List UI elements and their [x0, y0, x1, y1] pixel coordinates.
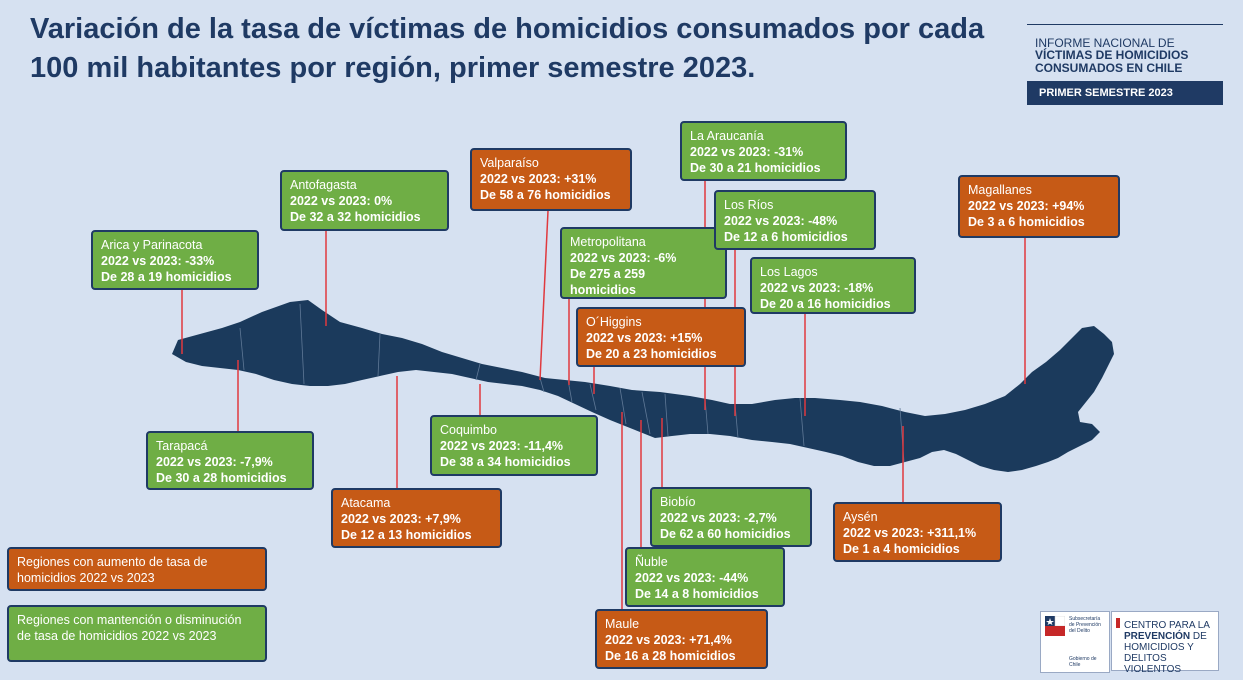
- gobierno-text: Gobierno de Chile: [1069, 656, 1097, 668]
- region-name: Los Ríos: [724, 198, 774, 212]
- report-line-3: CONSUMADOS EN CHILE: [1035, 61, 1183, 75]
- region-name: Antofagasta: [290, 178, 357, 192]
- chile-territory-shape: [172, 300, 1114, 472]
- region-name: Metropolitana: [570, 235, 646, 249]
- region-count: De 30 a 21 homicidios: [690, 161, 821, 175]
- region-name: Magallanes: [968, 183, 1032, 197]
- legend-decrease-label: Regiones con mantención o disminución de…: [17, 613, 242, 643]
- region-box-arica: Arica y Parinacota 2022 vs 2023: -33% De…: [91, 230, 259, 290]
- region-comparison: 2022 vs 2023: -6%: [570, 251, 677, 265]
- centro-line-2: PREVENCIÓN: [1124, 631, 1191, 642]
- centro-line-1: CENTRO PARA LA: [1124, 620, 1210, 631]
- region-box-atacama: Atacama 2022 vs 2023: +7,9% De 12 a 13 h…: [331, 488, 502, 548]
- region-count: De 20 a 16 homicidios: [760, 297, 891, 311]
- region-count: De 30 a 28 homicidios: [156, 471, 287, 485]
- subsecretaria-logo: Subsecretaría de Prevención del Delito G…: [1040, 611, 1110, 673]
- region-count: De 12 a 13 homicidios: [341, 528, 472, 542]
- legend-increase: Regiones con aumento de tasa de homicidi…: [7, 547, 267, 591]
- legend-increase-label: Regiones con aumento de tasa de homicidi…: [17, 555, 208, 585]
- region-name: Coquimbo: [440, 423, 497, 437]
- region-box-araucania: La Araucanía 2022 vs 2023: -31% De 30 a …: [680, 121, 847, 181]
- region-name: Arica y Parinacota: [101, 238, 203, 252]
- region-count: De 3 a 6 homicidios: [968, 215, 1085, 229]
- region-comparison: 2022 vs 2023: 0%: [290, 194, 393, 208]
- region-name: Tarapacá: [156, 439, 208, 453]
- region-name: Maule: [605, 617, 640, 631]
- region-box-antofagasta: Antofagasta 2022 vs 2023: 0% De 32 a 32 …: [280, 170, 449, 231]
- legend-decrease: Regiones con mantención o disminución de…: [7, 605, 267, 662]
- region-box-aysen: Aysén 2022 vs 2023: +311,1% De 1 a 4 hom…: [833, 502, 1002, 562]
- region-box-metropolitana: Metropolitana 2022 vs 2023: -6% De 275 a…: [560, 227, 727, 299]
- region-comparison: 2022 vs 2023: +7,9%: [341, 512, 461, 526]
- region-comparison: 2022 vs 2023: -11,4%: [440, 439, 564, 453]
- report-line-2: VÍCTIMAS DE HOMICIDIOS: [1035, 48, 1189, 62]
- region-box-nuble: Ñuble 2022 vs 2023: -44% De 14 a 8 homic…: [625, 547, 785, 607]
- region-comparison: 2022 vs 2023: -48%: [724, 214, 838, 228]
- region-count: De 32 a 32 homicidios: [290, 210, 421, 224]
- report-period-band: PRIMER SEMESTRE 2023: [1027, 81, 1223, 105]
- region-comparison: 2022 vs 2023: +94%: [968, 199, 1085, 213]
- region-box-valparaiso: Valparaíso 2022 vs 2023: +31% De 58 a 76…: [470, 148, 632, 211]
- region-count: De 1 a 4 homicidios: [843, 542, 960, 556]
- region-name: La Araucanía: [690, 129, 764, 143]
- region-count: De 58 a 76 homicidios: [480, 188, 611, 202]
- region-comparison: 2022 vs 2023: +31%: [480, 172, 597, 186]
- region-box-maule: Maule 2022 vs 2023: +71,4% De 16 a 28 ho…: [595, 609, 768, 669]
- region-count: De 14 a 8 homicidios: [635, 587, 759, 601]
- region-comparison: 2022 vs 2023: -7,9%: [156, 455, 273, 469]
- region-count: De 28 a 19 homicidios: [101, 270, 232, 284]
- page-title: Variación de la tasa de víctimas de homi…: [30, 13, 985, 84]
- region-name: O´Higgins: [586, 315, 642, 329]
- region-count: De 275 a 259 homicidios: [570, 267, 646, 297]
- region-comparison: 2022 vs 2023: -18%: [760, 281, 874, 295]
- region-box-coquimbo: Coquimbo 2022 vs 2023: -11,4% De 38 a 34…: [430, 415, 598, 476]
- region-name: Aysén: [843, 510, 878, 524]
- region-comparison: 2022 vs 2023: +15%: [586, 331, 703, 345]
- region-box-ohiggins: O´Higgins 2022 vs 2023: +15% De 20 a 23 …: [576, 307, 746, 367]
- region-name: Atacama: [341, 496, 391, 510]
- region-comparison: 2022 vs 2023: -2,7%: [660, 511, 777, 525]
- centro-line-3: HOMICIDIOS Y: [1124, 642, 1194, 653]
- region-box-loslagos: Los Lagos 2022 vs 2023: -18% De 20 a 16 …: [750, 257, 916, 314]
- report-badge: INFORME NACIONAL DE VÍCTIMAS DE HOMICIDI…: [1027, 24, 1223, 105]
- centro-line-2b: DE: [1190, 631, 1207, 642]
- report-line-1: INFORME NACIONAL DE: [1035, 36, 1175, 50]
- region-count: De 38 a 34 homicidios: [440, 455, 571, 469]
- chile-crest-icon: [1045, 616, 1065, 636]
- centro-prevencion-logo: CENTRO PARA LA PREVENCIÓN DE HOMICIDIOS …: [1111, 611, 1219, 675]
- region-comparison: 2022 vs 2023: -44%: [635, 571, 749, 585]
- region-count: De 20 a 23 homicidios: [586, 347, 717, 361]
- region-name: Valparaíso: [480, 156, 539, 170]
- region-name: Biobío: [660, 495, 696, 509]
- centro-line-4: DELITOS VIOLENTOS: [1124, 653, 1182, 675]
- region-comparison: 2022 vs 2023: -31%: [690, 145, 804, 159]
- region-count: De 16 a 28 homicidios: [605, 649, 736, 663]
- leader-lines: [181, 180, 1026, 610]
- region-count: De 12 a 6 homicidios: [724, 230, 848, 244]
- region-comparison: 2022 vs 2023: -33%: [101, 254, 215, 268]
- region-borders: [239, 303, 905, 463]
- leader-line-valparaiso: [539, 210, 549, 381]
- region-comparison: 2022 vs 2023: +311,1%: [843, 526, 977, 540]
- region-box-tarapaca: Tarapacá 2022 vs 2023: -7,9% De 30 a 28 …: [146, 431, 314, 490]
- region-box-magallanes: Magallanes 2022 vs 2023: +94% De 3 a 6 h…: [958, 175, 1120, 238]
- region-box-losrios: Los Ríos 2022 vs 2023: -48% De 12 a 6 ho…: [714, 190, 876, 250]
- region-name: Ñuble: [635, 555, 668, 569]
- region-comparison: 2022 vs 2023: +71,4%: [605, 633, 732, 647]
- region-count: De 62 a 60 homicidios: [660, 527, 791, 541]
- region-box-biobio: Biobío 2022 vs 2023: -2,7% De 62 a 60 ho…: [650, 487, 812, 547]
- subsecretaria-text: Subsecretaría de Prevención del Delito: [1069, 616, 1101, 634]
- region-name: Los Lagos: [760, 265, 818, 279]
- centro-logo-mark-icon: [1116, 618, 1120, 628]
